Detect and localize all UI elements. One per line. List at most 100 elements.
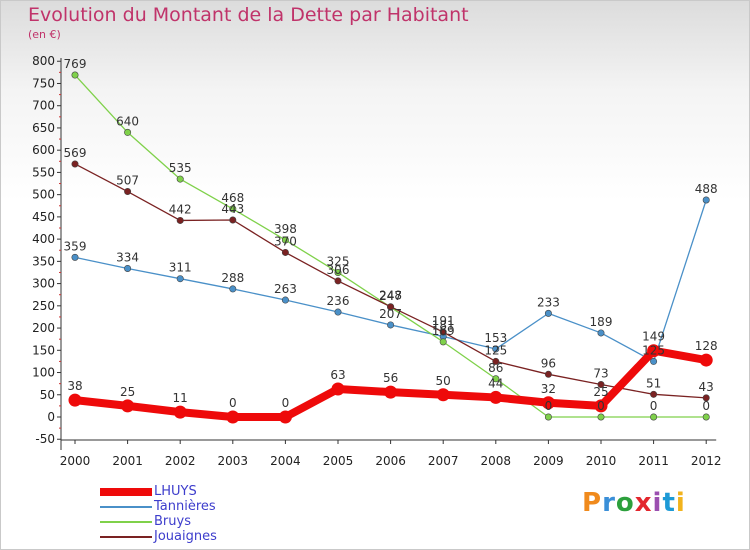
- data-label-jouaignes: 443: [221, 202, 244, 216]
- x-tick-label: 2005: [323, 454, 354, 468]
- data-point-lhuys: [278, 410, 292, 424]
- legend-item-jouaignes: Jouaignes: [100, 529, 217, 544]
- y-tick-label: 350: [32, 254, 55, 268]
- data-point-lhuys: [647, 344, 661, 358]
- data-point-lhuys: [436, 388, 450, 402]
- data-point-bruys: [544, 413, 552, 421]
- legend-swatch-jouaignes: [100, 535, 152, 538]
- series-line-tannieres: [74, 199, 707, 363]
- data-point-bruys: [229, 205, 237, 213]
- legend-item-lhuys: LHUYS: [100, 484, 217, 499]
- data-label-tannieres: 207: [379, 307, 402, 321]
- logo-letter: i: [675, 488, 686, 518]
- legend-item-tannieres: Tannières: [100, 499, 217, 514]
- x-tick-label: 2000: [60, 454, 91, 468]
- data-point-jouaignes: [176, 216, 184, 224]
- x-tick-label: 2004: [270, 454, 301, 468]
- data-label-jouaignes: 569: [64, 146, 87, 160]
- logo-letter: x: [634, 488, 653, 518]
- data-point-bruys: [597, 413, 605, 421]
- data-point-bruys: [334, 268, 342, 276]
- data-label-jouaignes: 248: [379, 289, 402, 303]
- data-point-jouaignes: [334, 277, 342, 285]
- data-label-lhuys: 32: [541, 382, 556, 396]
- series-line-bruys: [74, 74, 707, 418]
- data-label-jouaignes: 51: [646, 376, 661, 390]
- x-tick-label: 2001: [112, 454, 143, 468]
- data-label-tannieres: 233: [537, 295, 560, 309]
- data-point-lhuys: [489, 390, 503, 404]
- data-label-lhuys: 50: [436, 374, 451, 388]
- data-label-tannieres: 311: [169, 261, 192, 275]
- data-point-tannieres: [650, 357, 658, 365]
- data-label-jouaignes: 370: [274, 234, 297, 248]
- logo-letter: r: [602, 488, 616, 518]
- chart-title: Evolution du Montant de la Dette par Hab…: [28, 4, 469, 26]
- y-tick-label: 750: [32, 76, 55, 90]
- x-tick-label: 2010: [586, 454, 617, 468]
- data-point-bruys: [650, 413, 658, 421]
- data-point-lhuys: [226, 410, 240, 424]
- data-label-jouaignes: 507: [116, 174, 139, 188]
- data-point-tannieres: [71, 253, 79, 261]
- y-tick-label: 400: [32, 232, 55, 246]
- data-label-tannieres: 153: [484, 331, 507, 345]
- data-point-tannieres: [334, 308, 342, 316]
- data-label-lhuys: 25: [120, 385, 135, 399]
- data-label-bruys: 0: [597, 399, 605, 413]
- data-point-bruys: [71, 71, 79, 79]
- data-label-lhuys: 63: [330, 368, 345, 382]
- legend-swatch-tannieres: [100, 505, 152, 508]
- data-point-tannieres: [229, 285, 237, 293]
- x-tick-label: 2012: [691, 454, 722, 468]
- data-label-lhuys: 25: [593, 385, 608, 399]
- unit-label: (en €): [28, 28, 61, 41]
- legend-swatch-lhuys: [100, 487, 152, 496]
- x-tick-label: 2008: [481, 454, 512, 468]
- data-point-bruys: [702, 413, 710, 421]
- data-point-lhuys: [68, 393, 82, 407]
- data-label-bruys: 640: [116, 114, 139, 128]
- data-label-lhuys: 0: [282, 396, 290, 410]
- data-point-jouaignes: [229, 216, 237, 224]
- logo-letter: o: [615, 488, 635, 518]
- data-point-tannieres: [124, 264, 132, 272]
- data-label-tannieres: 488: [695, 182, 718, 196]
- data-point-jouaignes: [650, 390, 658, 398]
- data-label-bruys: 325: [327, 254, 350, 268]
- logo-letter: i: [652, 488, 663, 518]
- data-label-tannieres: 125: [642, 343, 665, 357]
- data-point-lhuys: [331, 382, 345, 396]
- data-point-jouaignes: [544, 370, 552, 378]
- logo-letter: t: [662, 488, 676, 518]
- data-label-lhuys: 128: [695, 339, 718, 353]
- data-label-tannieres: 288: [221, 271, 244, 285]
- y-tick-label: 700: [32, 99, 55, 113]
- data-label-bruys: 535: [169, 161, 192, 175]
- y-tick-label: 650: [32, 121, 55, 135]
- data-label-bruys: 169: [432, 324, 455, 338]
- data-point-tannieres: [702, 196, 710, 204]
- data-label-jouaignes: 43: [699, 380, 714, 394]
- x-tick-label: 2006: [375, 454, 406, 468]
- series-lines: [68, 71, 713, 424]
- data-point-tannieres: [492, 345, 500, 353]
- data-point-lhuys: [173, 405, 187, 419]
- data-label-bruys: 468: [221, 191, 244, 205]
- y-tick-label: 600: [32, 143, 55, 157]
- y-tick-label: 550: [32, 165, 55, 179]
- legend-label-lhuys: LHUYS: [154, 484, 197, 499]
- data-label-lhuys: 44: [488, 376, 503, 390]
- legend-item-bruys: Bruys: [100, 514, 217, 529]
- y-tick-label: 500: [32, 188, 55, 202]
- data-label-tannieres: 263: [274, 282, 297, 296]
- data-label-jouaignes: 96: [541, 356, 556, 370]
- y-tick-label: 250: [32, 299, 55, 313]
- legend-label-tannieres: Tannières: [154, 499, 216, 514]
- data-label-bruys: 0: [545, 399, 553, 413]
- x-tick-label: 2011: [638, 454, 669, 468]
- data-label-lhuys: 0: [229, 396, 237, 410]
- axes: -500501001502002503003504004505005506006…: [32, 54, 721, 468]
- data-point-tannieres: [597, 329, 605, 337]
